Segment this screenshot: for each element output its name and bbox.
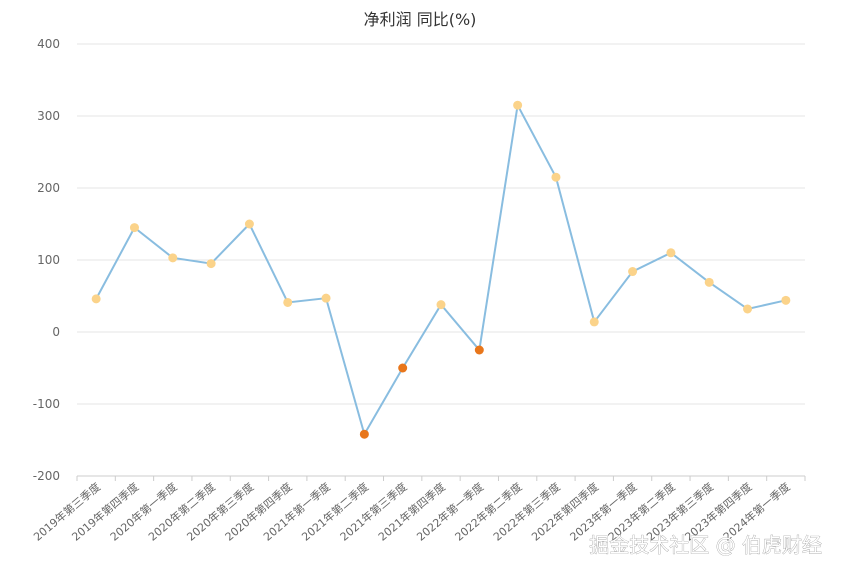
y-tick-label: 0 — [52, 325, 60, 339]
data-point[interactable] — [168, 253, 178, 263]
data-point[interactable] — [628, 267, 638, 277]
data-point[interactable] — [704, 277, 714, 287]
x-tick-label: 2019年第三季度 — [31, 480, 104, 544]
data-point[interactable] — [359, 429, 369, 439]
data-point[interactable] — [91, 294, 101, 304]
data-point[interactable] — [436, 300, 446, 310]
data-point[interactable] — [781, 295, 791, 305]
y-tick-label: 100 — [37, 253, 60, 267]
data-point[interactable] — [283, 297, 293, 307]
data-point[interactable] — [551, 172, 561, 182]
y-tick-label: -100 — [33, 397, 60, 411]
series-line — [95, 102, 787, 437]
data-point[interactable] — [743, 304, 753, 314]
x-tick-label: 2020年第三季度 — [184, 480, 257, 544]
data-point[interactable] — [474, 345, 484, 355]
x-tick-label: 2021年第一季度 — [260, 480, 333, 544]
y-tick-label: 400 — [37, 37, 60, 51]
data-point[interactable] — [129, 223, 139, 233]
x-tick-label: 2019年第四季度 — [69, 480, 142, 544]
x-tick-label: 2022年第三季度 — [490, 480, 563, 544]
y-tick-label: 200 — [37, 181, 60, 195]
grid — [77, 43, 805, 477]
y-axis: -200 -100 0 100 200 300 400 — [33, 37, 60, 483]
y-tick-label: 300 — [37, 109, 60, 123]
x-tick-label: 2021年第二季度 — [299, 480, 372, 544]
x-tick-label: 2021年第四季度 — [375, 480, 448, 544]
data-point[interactable] — [321, 293, 331, 303]
y-tick-label: -200 — [33, 469, 60, 483]
x-tick-label: 2020年第一季度 — [107, 480, 180, 544]
series — [91, 100, 791, 439]
chart-title: 净利润 同比(%) — [364, 10, 477, 29]
data-point[interactable] — [589, 317, 599, 327]
data-point[interactable] — [206, 259, 216, 269]
x-tick-label: 2022年第一季度 — [414, 480, 487, 544]
data-point[interactable] — [398, 363, 408, 373]
x-tick-label: 2020年第四季度 — [222, 480, 295, 544]
watermark: 掘金技术社区 @ 伯虎财经 — [589, 533, 822, 557]
data-point[interactable] — [244, 219, 254, 229]
data-point[interactable] — [666, 248, 676, 258]
data-point[interactable] — [513, 100, 523, 110]
x-tick-label: 2022年第二季度 — [452, 480, 525, 544]
x-tick-label: 2020年第二季度 — [145, 480, 218, 544]
x-tick-label: 2021年第三季度 — [337, 480, 410, 544]
